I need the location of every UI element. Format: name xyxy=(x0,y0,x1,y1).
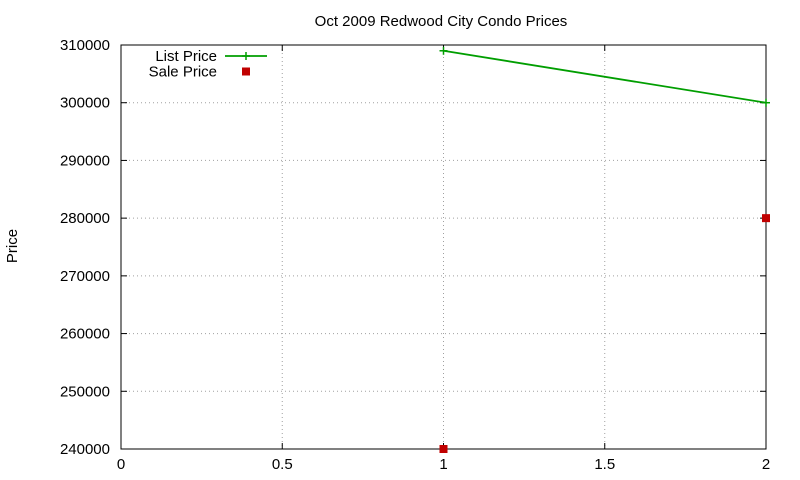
legend-marker xyxy=(242,52,250,60)
legend-label: List Price xyxy=(155,48,217,65)
x-tick-label: 0.5 xyxy=(272,456,293,473)
y-tick-label: 300000 xyxy=(60,95,110,112)
y-tick-label: 260000 xyxy=(60,326,110,343)
y-tick-label: 280000 xyxy=(60,210,110,227)
legend-marker xyxy=(242,67,250,76)
series-line xyxy=(443,49,767,104)
data-point xyxy=(762,98,770,107)
y-tick-label: 310000 xyxy=(60,37,110,54)
chart-title: Oct 2009 Redwood City Condo Prices xyxy=(315,13,568,30)
data-point xyxy=(439,445,448,453)
y-tick-label: 240000 xyxy=(60,441,110,458)
x-tick-label: 2 xyxy=(762,456,770,473)
data-point xyxy=(439,46,448,55)
axis-ticks: 0 0.5 1 1.5 2 240000 250000 260000 270000 280000 2… xyxy=(60,37,770,473)
legend-label: Sale Price xyxy=(149,64,217,81)
y-axis-label: Price xyxy=(4,229,21,263)
y-tick-label: 250000 xyxy=(60,383,110,400)
x-tick-label: 1 xyxy=(439,456,447,473)
x-tick-label: 1.5 xyxy=(594,456,615,473)
series-layer xyxy=(439,46,770,453)
x-tick-label: 0 xyxy=(117,456,125,473)
grid-lines xyxy=(121,45,766,449)
series-list-price xyxy=(439,46,770,107)
y-tick-label: 290000 xyxy=(60,152,110,169)
y-tick-label: 270000 xyxy=(60,268,110,285)
data-point xyxy=(762,214,770,223)
series-sale-price xyxy=(439,214,770,453)
